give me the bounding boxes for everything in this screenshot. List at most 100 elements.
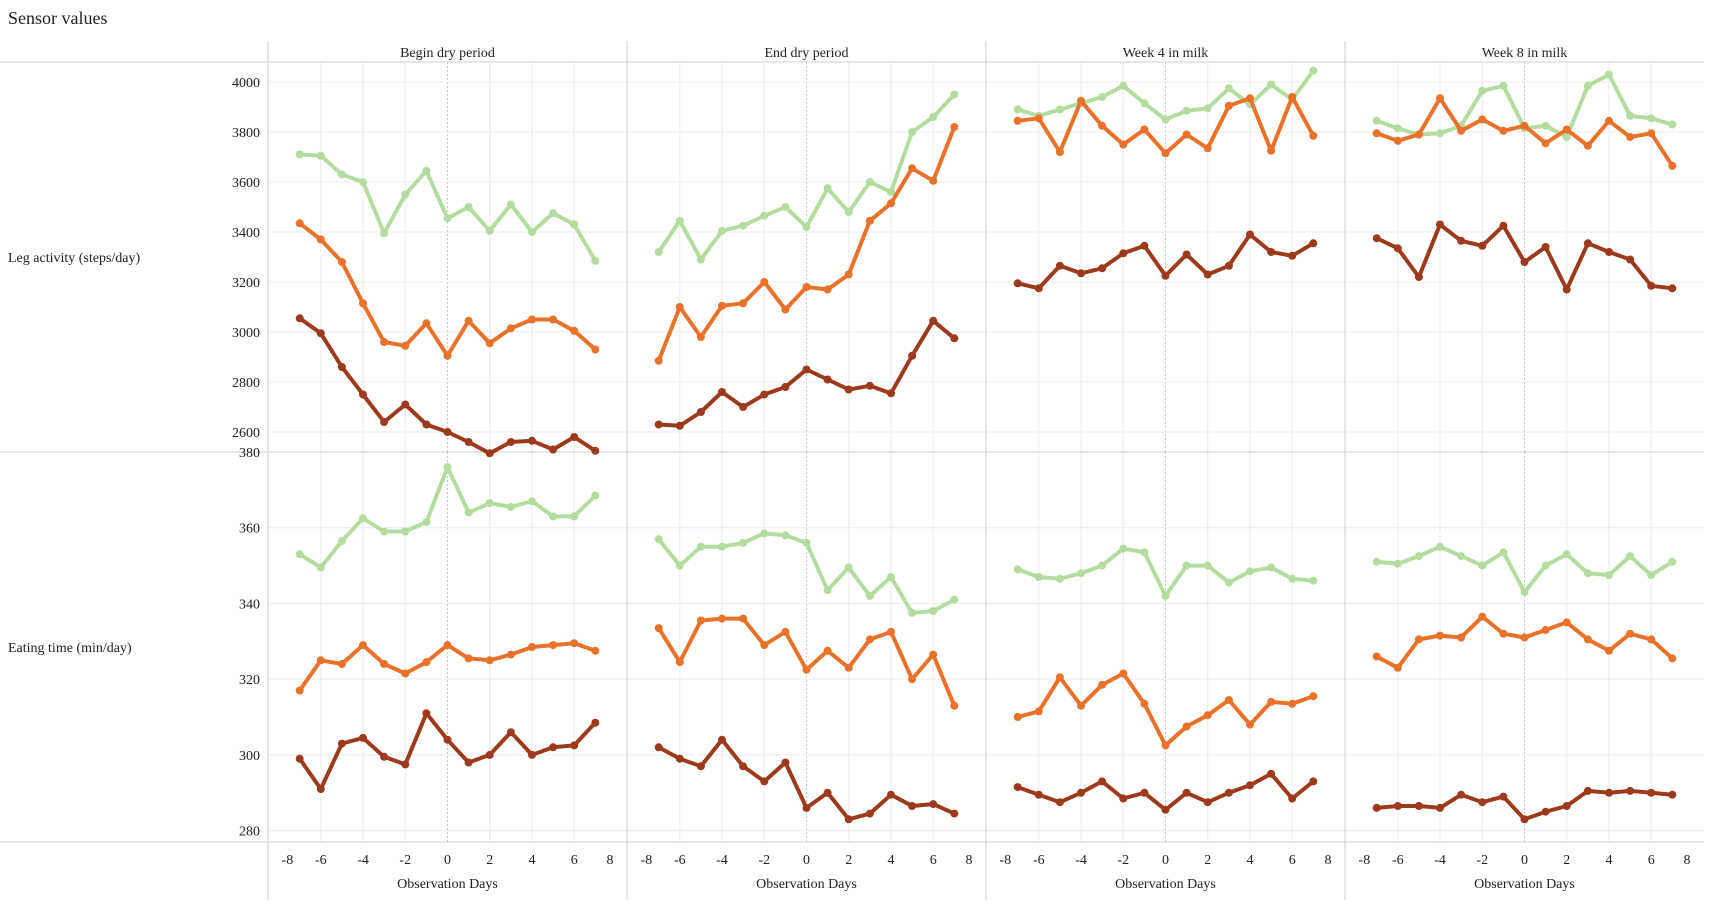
data-point [1436,542,1444,551]
data-point [823,586,832,595]
data-point [1288,93,1297,101]
data-point [1161,591,1170,600]
data-point [929,607,938,615]
data-point [1626,133,1635,141]
data-point [485,449,494,458]
data-point [401,669,410,678]
data-point [1562,550,1571,559]
data-point [908,164,917,173]
data-point [1119,140,1128,149]
data-point [1583,635,1592,644]
data-point [739,221,748,230]
data-point [1055,261,1064,270]
data-point [654,743,663,752]
data-point [1414,802,1423,810]
data-point [528,436,536,445]
data-point [1478,241,1487,250]
data-point [1647,281,1656,290]
data-point [950,90,959,99]
y-tick-label: 3400 [232,226,260,241]
data-point [380,752,389,761]
data-point [1013,279,1022,288]
data-point [528,643,536,651]
x-tick-label: -4 [1075,853,1087,868]
data-point [1541,243,1550,251]
data-point [549,641,558,650]
x-axis-title: Observation Days [1474,877,1575,892]
data-point [1605,116,1613,125]
data-point [1605,70,1613,79]
data-point [887,188,895,196]
data-point [295,314,304,323]
data-point [570,741,579,750]
data-point [1119,81,1128,90]
data-point [739,403,748,411]
data-point [802,803,811,812]
data-point [1077,788,1085,797]
x-tick-label: 4 [528,853,535,868]
data-point [464,508,473,517]
x-tick-label: 6 [930,853,937,868]
data-point [1119,544,1128,553]
data-point [1668,654,1677,663]
data-point [1478,561,1487,570]
data-point [1562,618,1571,627]
data-point [1583,81,1592,90]
data-point [1457,633,1466,642]
data-point [1668,161,1677,170]
data-point [443,428,452,436]
data-point [1288,794,1297,803]
x-tick-label: -4 [716,853,728,868]
data-point [781,531,790,540]
data-point [1583,569,1592,578]
x-axis-title: Observation Days [756,877,857,892]
data-point [1055,105,1064,114]
data-point [464,654,473,663]
data-point [295,219,304,228]
data-point [1541,561,1550,570]
data-point [1499,548,1508,557]
data-point [1013,105,1022,114]
x-tick-label: -6 [315,853,327,868]
column-header: Week 8 in milk [1482,46,1568,61]
data-point [696,762,705,771]
x-tick-label: -6 [1392,853,1404,868]
data-point [929,176,938,185]
data-point [464,203,473,211]
data-point [1182,106,1191,115]
data-point [1224,101,1233,110]
data-point [1140,699,1149,708]
data-point [337,660,346,668]
x-tick-label: 4 [887,853,894,868]
data-point [760,777,769,786]
data-point [1457,790,1466,799]
data-point [696,616,705,625]
data-point [1393,663,1402,672]
y-tick-label: 280 [239,825,260,840]
data-point [1224,261,1233,270]
data-point [739,762,748,771]
data-point [781,305,790,314]
data-point [1077,269,1085,278]
data-point [549,445,558,454]
row-label: Leg activity (steps/day) [8,251,141,266]
x-tick-label: 8 [1324,853,1331,868]
data-point [528,315,536,324]
data-point [443,641,452,650]
data-point [908,608,917,617]
data-point [1499,629,1508,638]
data-point [1647,114,1656,123]
data-point [1414,130,1423,139]
data-point [1372,129,1381,138]
data-point [1055,574,1064,583]
data-point [1098,680,1107,689]
data-point [337,537,346,545]
data-point [1436,220,1444,229]
y-tick-label: 4000 [232,76,260,91]
data-point [1478,612,1487,621]
data-point [1372,557,1381,566]
data-point [1436,94,1444,103]
data-point [760,390,769,399]
data-point [1647,788,1656,797]
